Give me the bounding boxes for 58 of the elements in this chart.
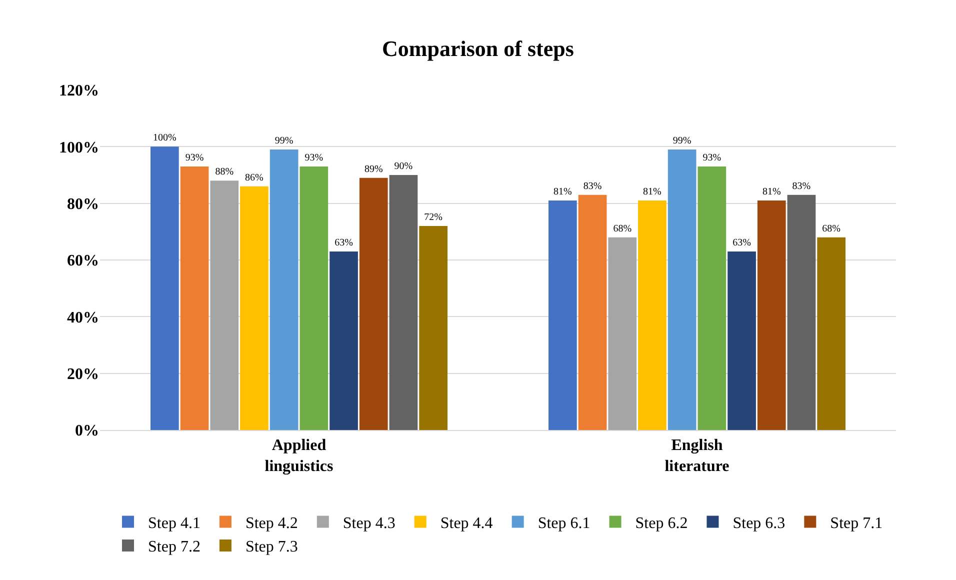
bar — [548, 200, 577, 430]
bar — [389, 175, 418, 430]
bar — [668, 150, 696, 430]
bar — [330, 252, 358, 430]
bar — [150, 146, 179, 430]
y-tick-label: 20% — [67, 366, 99, 383]
data-label: 63% — [732, 238, 751, 248]
y-tick-label: 60% — [67, 252, 99, 270]
bar — [698, 166, 726, 430]
data-label: 68% — [613, 223, 632, 234]
legend-label: Step 7.1 — [830, 514, 883, 532]
bar — [638, 200, 666, 430]
bar — [787, 194, 816, 430]
data-label: 63% — [334, 238, 353, 248]
bar — [300, 166, 328, 430]
legend-label: Step 4.3 — [342, 514, 396, 532]
y-tick-label: 0% — [75, 422, 99, 440]
bar — [240, 186, 268, 430]
bar — [359, 178, 388, 430]
x-tick-label: Applied linguistics — [264, 437, 334, 475]
bar — [578, 194, 607, 430]
data-label: 93% — [702, 152, 722, 164]
legend-label: Step 4.1 — [148, 514, 200, 532]
data-label: 86% — [245, 172, 264, 184]
data-label: 83% — [792, 180, 811, 192]
y-tick-label: 80% — [67, 196, 99, 213]
data-label: 83% — [583, 180, 602, 192]
bar — [817, 237, 846, 430]
bar — [210, 180, 239, 430]
data-label: 88% — [215, 166, 234, 178]
legend-label: Step 4.2 — [245, 514, 298, 532]
data-label: 72% — [424, 212, 442, 223]
data-label: 81% — [643, 186, 662, 198]
legend-label: Step 6.2 — [635, 514, 688, 532]
bar — [757, 200, 786, 430]
bar — [728, 252, 756, 430]
y-tick-label: 40% — [67, 309, 99, 326]
x-tick-label: English literature — [664, 437, 730, 475]
data-label: 90% — [394, 161, 413, 172]
bar — [180, 166, 209, 430]
data-label: 68% — [822, 223, 840, 234]
y-tick-label: 100% — [59, 139, 99, 156]
data-label: 93% — [304, 152, 324, 164]
bar — [608, 237, 637, 430]
bar — [270, 150, 298, 430]
data-label: 81% — [554, 186, 572, 198]
legend-label: Step 4.4 — [440, 514, 493, 532]
data-label: 99% — [672, 136, 692, 146]
chart-title: Comparison of steps — [382, 36, 574, 61]
y-tick-label: 120% — [59, 82, 99, 100]
legend-label: Step 6.3 — [732, 514, 786, 532]
bar — [419, 226, 448, 430]
data-label: 99% — [274, 136, 294, 146]
legend-label: Step 6.1 — [538, 514, 590, 532]
data-label: 93% — [185, 152, 204, 164]
data-label: 89% — [364, 164, 383, 175]
data-label: 81% — [762, 186, 781, 198]
data-label: 100% — [153, 132, 176, 144]
